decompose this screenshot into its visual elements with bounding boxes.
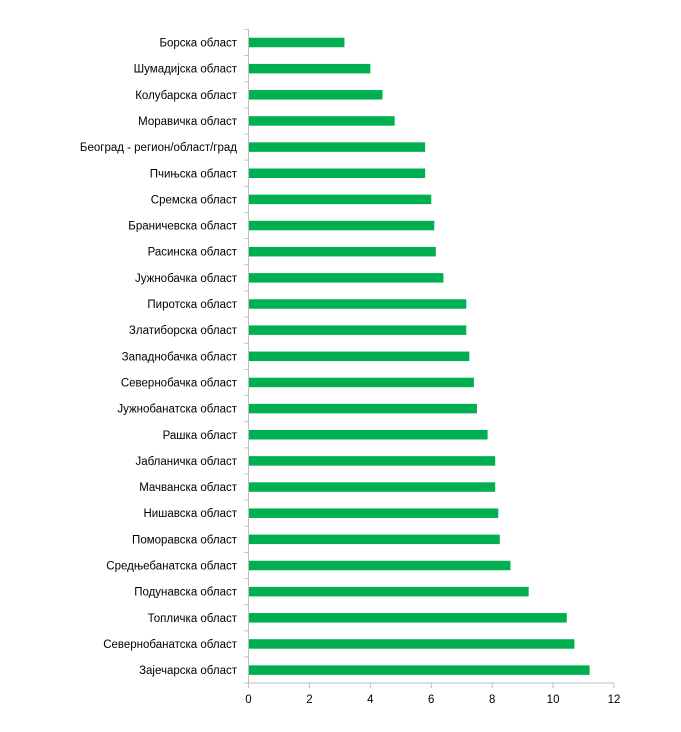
bar-24 [248,665,590,675]
category-label-22: Топличка област [148,613,238,625]
category-label-11: Златиборска област [129,325,238,337]
bar-7 [248,220,435,231]
category-label-1: Шумадијска област [134,64,238,76]
bar-1 [248,63,371,74]
category-label-7: Браничевска област [128,221,237,233]
bar-15 [248,430,488,440]
bar-4 [248,142,426,152]
bars-group [248,37,590,675]
category-label-14: Јужнобанатска област [117,404,237,416]
x-tick-label-4: 8 [489,694,495,706]
bar-17 [248,482,496,492]
category-label-19: Поморавска област [132,534,238,546]
bar-6 [248,194,432,205]
x-tick-label-6: 12 [608,694,621,706]
category-label-0: Борска област [159,38,237,50]
bar-3 [248,116,395,126]
category-label-3: Моравичка област [138,116,238,128]
bar-18 [248,508,499,518]
bar-22 [248,613,567,623]
bar-9 [248,273,444,283]
x-tick-label-1: 2 [306,694,312,706]
category-label-9: Јужнобачка област [135,273,238,285]
x-tick-label-0: 0 [245,694,251,706]
x-tick-label-2: 4 [367,694,374,706]
category-label-12: Западнобачка област [122,351,238,363]
bar-20 [248,560,511,571]
category-label-20: Средњебанатска област [106,561,237,573]
bar-21 [248,586,529,597]
bar-10 [248,299,467,309]
category-label-24: Зајечарска област [139,665,238,677]
category-label-8: Расинска област [148,247,238,259]
category-label-4: Београд - регион/област/град [80,142,237,154]
bar-0 [248,37,345,48]
category-label-18: Нишавска област [143,508,237,520]
category-label-17: Мачванска област [139,482,238,494]
category-label-13: Севернобачка област [121,377,238,389]
category-label-23: Севернобанатска област [103,639,238,651]
x-tick-label-3: 6 [428,694,434,706]
bar-13 [248,377,474,388]
bar-16 [248,456,496,466]
category-label-2: Колубарска област [135,90,237,102]
bar-19 [248,534,500,545]
x-ticks-group: 0 2 4 6 8 10 12 [244,28,621,706]
bar-14 [248,403,477,414]
bar-12 [248,351,470,362]
bar-2 [248,90,383,100]
bar-5 [248,168,426,178]
category-label-15: Рашка област [163,430,238,442]
category-label-10: Пиротска област [147,299,237,311]
bar-11 [248,325,467,335]
category-label-6: Сремска област [151,194,238,206]
category-label-21: Подунавска област [134,587,238,599]
bar-8 [248,246,436,257]
category-label-16: Јабланичка област [135,456,237,468]
category-label-5: Пчињска област [150,168,238,180]
bar-23 [248,639,575,649]
category-labels: Борска област Шумадијска област Колубарска… [80,38,238,678]
x-tick-label-5: 10 [547,694,560,706]
